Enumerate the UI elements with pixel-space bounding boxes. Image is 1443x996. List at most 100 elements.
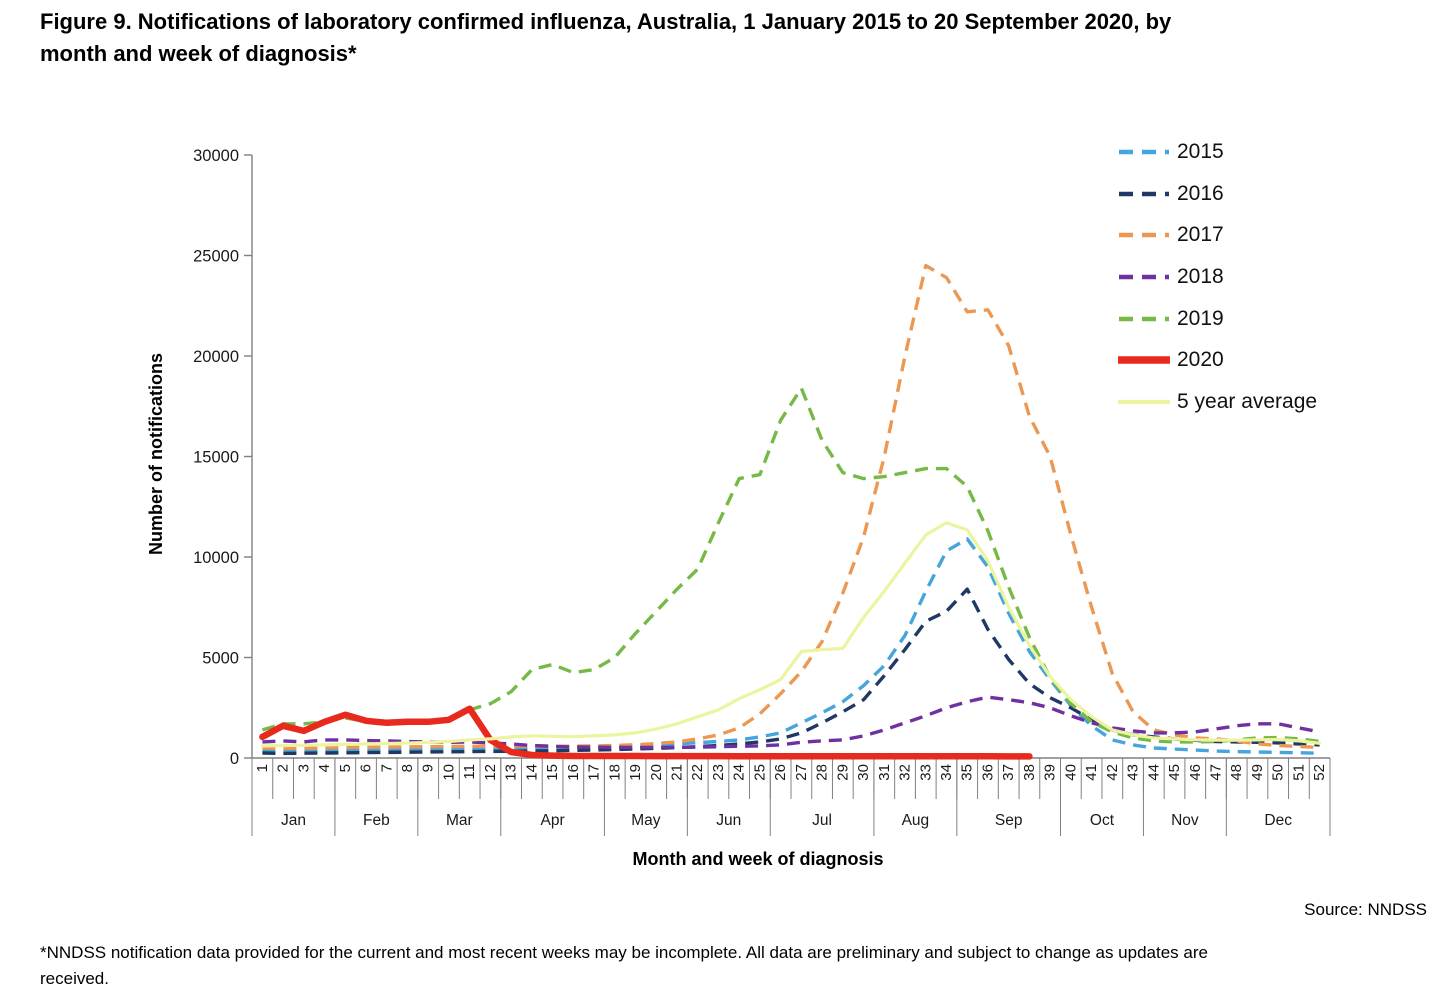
- week-label: 45: [1166, 764, 1183, 781]
- legend-line-2017: [1119, 233, 1169, 238]
- y-tick-label: 0: [230, 750, 239, 768]
- month-label: Jul: [812, 812, 832, 829]
- week-label: 51: [1290, 764, 1307, 781]
- week-label: 39: [1042, 764, 1059, 781]
- month-label: Feb: [363, 812, 390, 829]
- week-label: 3: [295, 764, 312, 772]
- week-label: 42: [1104, 764, 1121, 781]
- figure-title: Figure 9. Notifications of laboratory co…: [40, 9, 1172, 66]
- legend-label: 5 year average: [1177, 389, 1318, 413]
- legend-item-2018: 2018: [1118, 256, 1317, 298]
- week-label: 19: [627, 764, 644, 781]
- week-label: 13: [503, 764, 520, 781]
- legend-item-2020: 2020: [1118, 339, 1317, 381]
- y-tick-label: 10000: [193, 549, 239, 567]
- week-label: 9: [420, 764, 437, 772]
- week-label: 8: [399, 764, 416, 772]
- week-label: 31: [876, 764, 893, 781]
- week-label: 33: [917, 764, 934, 781]
- week-label: 7: [378, 764, 395, 772]
- x-axis-title: Month and week of diagnosis: [632, 849, 884, 869]
- legend-item-2019: 2019: [1118, 298, 1317, 340]
- legend-label: 2015: [1177, 139, 1224, 163]
- month-label: Jun: [716, 812, 741, 829]
- week-label: 14: [523, 764, 540, 781]
- legend-item-2016: 2016: [1118, 173, 1317, 215]
- series-line-2019: [261, 386, 1320, 744]
- legend-line-2019: [1119, 316, 1169, 321]
- series-line-2015: [262, 537, 1320, 755]
- week-label: 16: [565, 764, 582, 781]
- week-label: 2: [275, 764, 292, 772]
- week-label: 36: [979, 764, 996, 781]
- legend-label: 2019: [1177, 306, 1224, 330]
- y-tick-label: 25000: [193, 248, 239, 266]
- y-tick-label: 15000: [193, 449, 239, 467]
- legend-label: 2020: [1177, 348, 1224, 372]
- week-label: 38: [1021, 764, 1038, 781]
- week-label: 41: [1083, 764, 1100, 781]
- month-label: Jan: [281, 812, 306, 829]
- week-label: 15: [544, 764, 561, 781]
- week-label: 22: [689, 764, 706, 781]
- series-line-2016: [262, 587, 1320, 756]
- legend-line-2020: [1118, 356, 1170, 365]
- week-label: 44: [1145, 764, 1162, 781]
- legend-label: 2016: [1177, 181, 1224, 205]
- month-label: Dec: [1264, 812, 1292, 829]
- legend-item-2017: 2017: [1118, 214, 1317, 256]
- month-label: Nov: [1171, 812, 1199, 829]
- week-label: 28: [814, 764, 831, 781]
- legend-line-2018: [1119, 274, 1169, 280]
- legend-item-5-year-average: 5 year average: [1118, 381, 1317, 423]
- y-tick-label: 5000: [202, 650, 239, 668]
- week-label: 4: [316, 764, 333, 772]
- week-label: 40: [1062, 764, 1079, 781]
- month-label: Apr: [541, 812, 565, 829]
- y-tick-label: 30000: [193, 147, 239, 165]
- month-label: May: [631, 812, 661, 829]
- week-label: 48: [1228, 764, 1245, 781]
- legend-label: 2018: [1177, 264, 1224, 288]
- week-label: 26: [772, 764, 789, 781]
- week-label: 1: [254, 764, 271, 772]
- week-label: 47: [1207, 764, 1224, 781]
- week-label: 23: [710, 764, 727, 781]
- week-label: 29: [834, 764, 851, 781]
- week-label: 50: [1270, 764, 1287, 781]
- week-label: 30: [855, 764, 872, 781]
- week-label: 35: [959, 764, 976, 781]
- week-label: 20: [648, 764, 665, 781]
- week-label: 27: [793, 764, 810, 781]
- legend: 2015 2016 2017 2018 2019 2020 5 year ave…: [1118, 131, 1317, 423]
- footnote: *NNDSS notification data provided for th…: [40, 943, 1208, 988]
- week-label: 18: [606, 764, 623, 781]
- series-line-2017: [262, 263, 1320, 751]
- legend-line-2016: [1119, 191, 1169, 196]
- week-label: 34: [938, 764, 955, 781]
- week-label: 32: [897, 764, 914, 781]
- week-label: 46: [1187, 764, 1204, 781]
- month-label: Oct: [1090, 812, 1115, 829]
- week-label: 24: [731, 764, 748, 781]
- week-label: 12: [482, 764, 499, 781]
- week-label: 10: [440, 764, 457, 781]
- week-label: 37: [1000, 764, 1017, 781]
- legend-item-2015: 2015: [1118, 131, 1317, 173]
- y-axis-title: Number of notifications: [146, 353, 166, 555]
- y-tick-label: 20000: [193, 348, 239, 366]
- week-label: 6: [358, 764, 375, 772]
- series-line-2020: [259, 705, 1033, 760]
- week-label: 21: [668, 764, 685, 781]
- legend-label: 2017: [1177, 223, 1224, 247]
- month-label: Aug: [902, 812, 930, 829]
- month-label: Mar: [446, 812, 473, 829]
- week-label: 49: [1249, 764, 1266, 781]
- legend-line-5-year-average: [1118, 399, 1170, 405]
- source-note: Source: NNDSS: [1304, 900, 1427, 919]
- legend-line-2015: [1119, 149, 1169, 155]
- week-label: 43: [1125, 764, 1142, 781]
- series-line-5-year-average: [260, 521, 1322, 748]
- week-label: 11: [461, 764, 478, 780]
